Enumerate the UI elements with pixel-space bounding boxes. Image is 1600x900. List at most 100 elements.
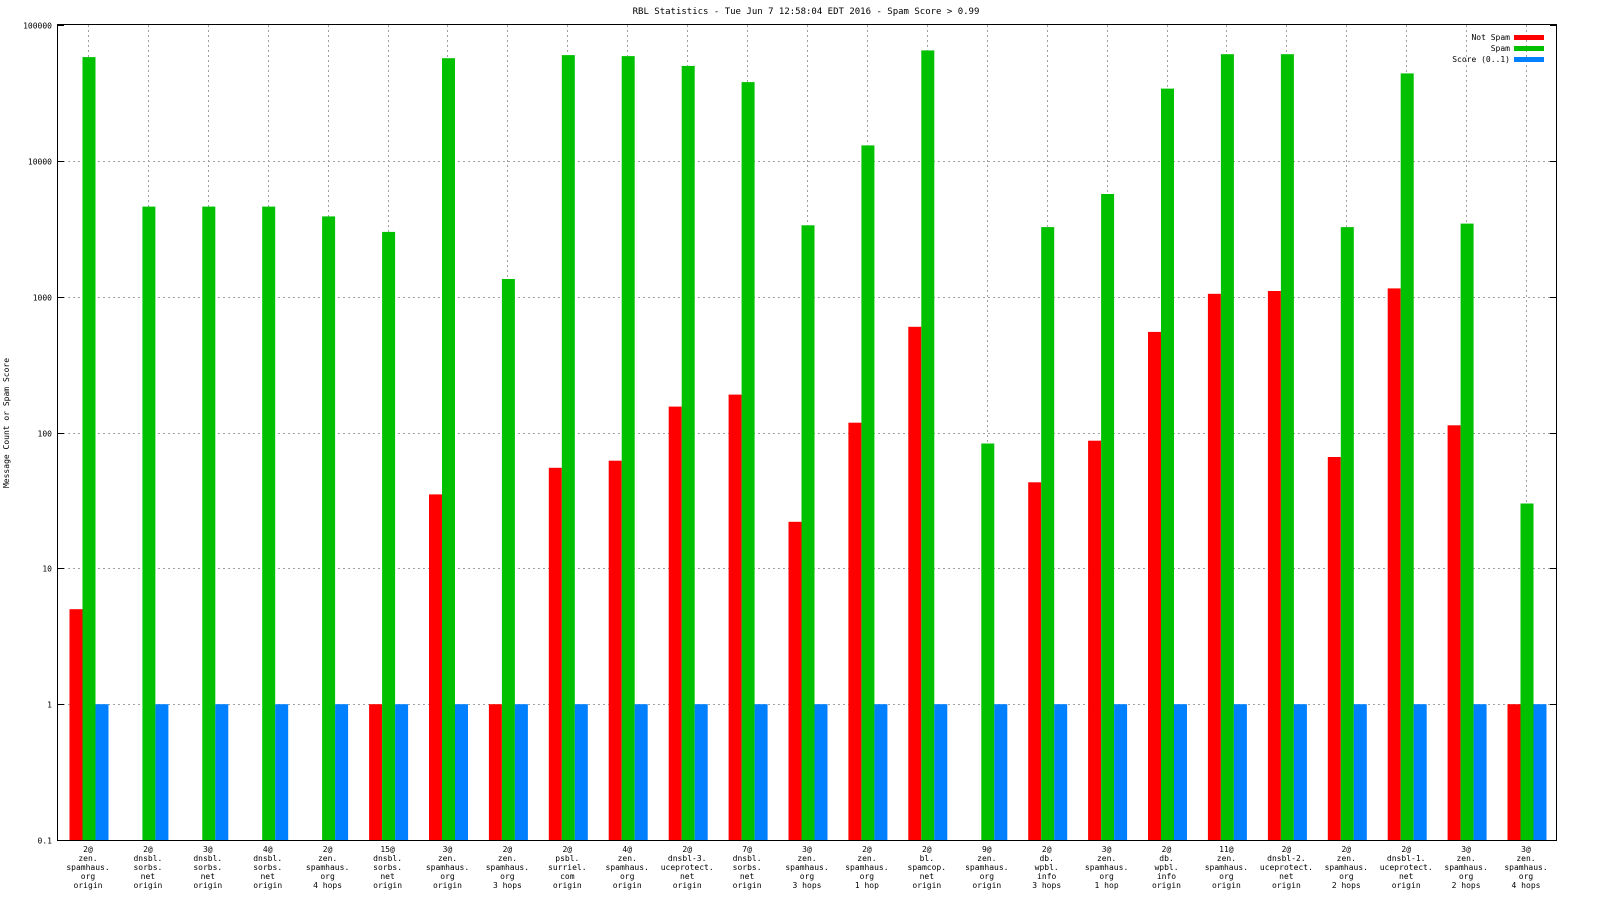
bar-not-spam [1447, 425, 1461, 840]
x-category-label-line: zen. [498, 854, 517, 863]
x-category-label-line: 2 hops [1332, 881, 1361, 890]
x-category-label-line: 3@ [802, 845, 812, 854]
x-category-label-line: org [500, 872, 515, 881]
x-category-label-line: dnsbl-1. [1387, 854, 1426, 863]
x-category-label-line: net [1279, 872, 1294, 881]
chart-title: RBL Statistics - Tue Jun 7 12:58:04 EDT … [633, 7, 980, 17]
x-category-label-line: dnsbl. [193, 854, 222, 863]
x-category-label-line: org [440, 872, 455, 881]
legend-label: Not Spam [1471, 33, 1510, 42]
bar-spam [82, 57, 96, 841]
x-category-label-line: net [201, 872, 216, 881]
bar-not-spam [1387, 288, 1401, 840]
x-category-label-line: org [1459, 872, 1474, 881]
x-category-label-line: sorbs. [133, 863, 162, 872]
x-category-label-line: zen. [618, 854, 637, 863]
x-category-label-line: uceprotect. [1260, 863, 1313, 872]
x-category-label-line: 2@ [682, 845, 692, 854]
x-category-label-line: 3 hops [1032, 881, 1061, 890]
bar-spam [1340, 227, 1354, 841]
bar-score-0-1 [574, 704, 588, 840]
x-category-label-line: 2@ [1162, 845, 1172, 854]
x-category-label-line: 4 hops [313, 881, 342, 890]
bar-score-0-1 [1533, 704, 1547, 840]
x-category-label-line: origin [1272, 881, 1301, 890]
legend: Not Spam Spam Score (0..1) [1452, 33, 1544, 64]
x-category-label-line: 3 hops [793, 881, 822, 890]
x-category-label: 2@ dnsbl. sorbs. net origin [133, 845, 162, 890]
x-category-label-line: spamhaus. [1504, 863, 1547, 872]
x-category-label-line: 2@ [922, 845, 932, 854]
x-category-label-line: 2@ [1401, 845, 1411, 854]
bar-score-0-1 [934, 704, 948, 840]
x-category-label-line: zen. [1516, 854, 1535, 863]
x-category-label: 2@ bl. spamcop. net origin [908, 845, 947, 890]
bar-spam [981, 443, 995, 840]
x-category-label-line: zen. [1097, 854, 1116, 863]
bar-score-0-1 [634, 704, 648, 840]
x-category-label-line: wpbl. [1035, 863, 1059, 872]
bar-score-0-1 [694, 704, 708, 840]
bar-spam [681, 65, 695, 840]
bar-score-0-1 [155, 704, 169, 840]
x-category-label-line: net [740, 872, 755, 881]
bar-not-spam [1267, 291, 1281, 840]
bar-spam [741, 82, 755, 841]
bar-score-0-1 [335, 704, 349, 840]
x-category-label-line: org [980, 872, 995, 881]
bar-spam [501, 279, 515, 840]
x-category-label-line: sorbs. [253, 863, 282, 872]
x-category-label-line: spamhaus. [1325, 863, 1368, 872]
x-category-label: 2@ zen. spamhaus. org 3 hops [486, 845, 529, 890]
x-category-label-line: wpbl. [1154, 863, 1178, 872]
legend-label: Spam [1491, 44, 1510, 53]
x-category-label-line: spamhaus. [965, 863, 1008, 872]
x-category-label-line: uceprotect. [661, 863, 714, 872]
x-category-label-line: origin [193, 881, 222, 890]
x-category-label-line: sorbs. [193, 863, 222, 872]
bar-not-spam [548, 467, 562, 840]
x-category-label-line: net [260, 872, 275, 881]
x-category-label-line: origin [1152, 881, 1181, 890]
x-category-label: 4@ dnsbl. sorbs. net origin [253, 845, 282, 890]
x-category-label-line: psbl. [555, 854, 579, 863]
x-category-label: 4@ zen. spamhaus. org origin [606, 845, 649, 890]
bar-spam [382, 231, 396, 840]
x-category-label-line: dnsbl-3. [668, 854, 707, 863]
x-category-label-line: 2@ [862, 845, 872, 854]
bar-score-0-1 [994, 704, 1008, 840]
bar-score-0-1 [1293, 704, 1307, 840]
bar-score-0-1 [1353, 704, 1367, 840]
x-category-label-line: dnsbl. [373, 854, 402, 863]
x-category-label: 3@ zen. spamhaus. org 2 hops [1444, 845, 1487, 890]
bar-not-spam [1088, 440, 1102, 840]
x-category-label-line: org [860, 872, 875, 881]
x-category-label: 2@ zen. spamhaus. org 4 hops [306, 845, 349, 890]
x-category-label-line: dnsbl. [133, 854, 162, 863]
x-category-label-line: dnsbl-2. [1267, 854, 1306, 863]
x-category-label-line: zen. [857, 854, 876, 863]
x-category-label: 2@ db. wpbl. info 3 hops [1032, 845, 1061, 890]
x-category-label-line: spamcop. [908, 863, 947, 872]
bar-not-spam [908, 326, 922, 840]
bars [69, 50, 1547, 841]
x-category-label-line: 7@ [742, 845, 752, 854]
x-category-label: 3@ zen. spamhaus. org 4 hops [1504, 845, 1547, 890]
bar-spam [621, 56, 635, 841]
x-category-label-line: zen. [977, 854, 996, 863]
bar-spam [262, 206, 276, 841]
bar-not-spam [1028, 482, 1042, 840]
bar-score-0-1 [814, 704, 828, 840]
bar-spam [1041, 227, 1055, 841]
x-category-label-line: origin [912, 881, 941, 890]
x-category-label: 11@ zen. spamhaus. org origin [1205, 845, 1248, 890]
x-category-label-line: zen. [318, 854, 337, 863]
bar-score-0-1 [1473, 704, 1487, 840]
plot-frame [57, 24, 1557, 841]
bar-not-spam [788, 521, 802, 840]
bar-score-0-1 [1413, 704, 1427, 840]
bar-spam [202, 206, 216, 841]
x-category-label-line: info [1037, 872, 1056, 881]
legend-swatch [1514, 35, 1544, 40]
